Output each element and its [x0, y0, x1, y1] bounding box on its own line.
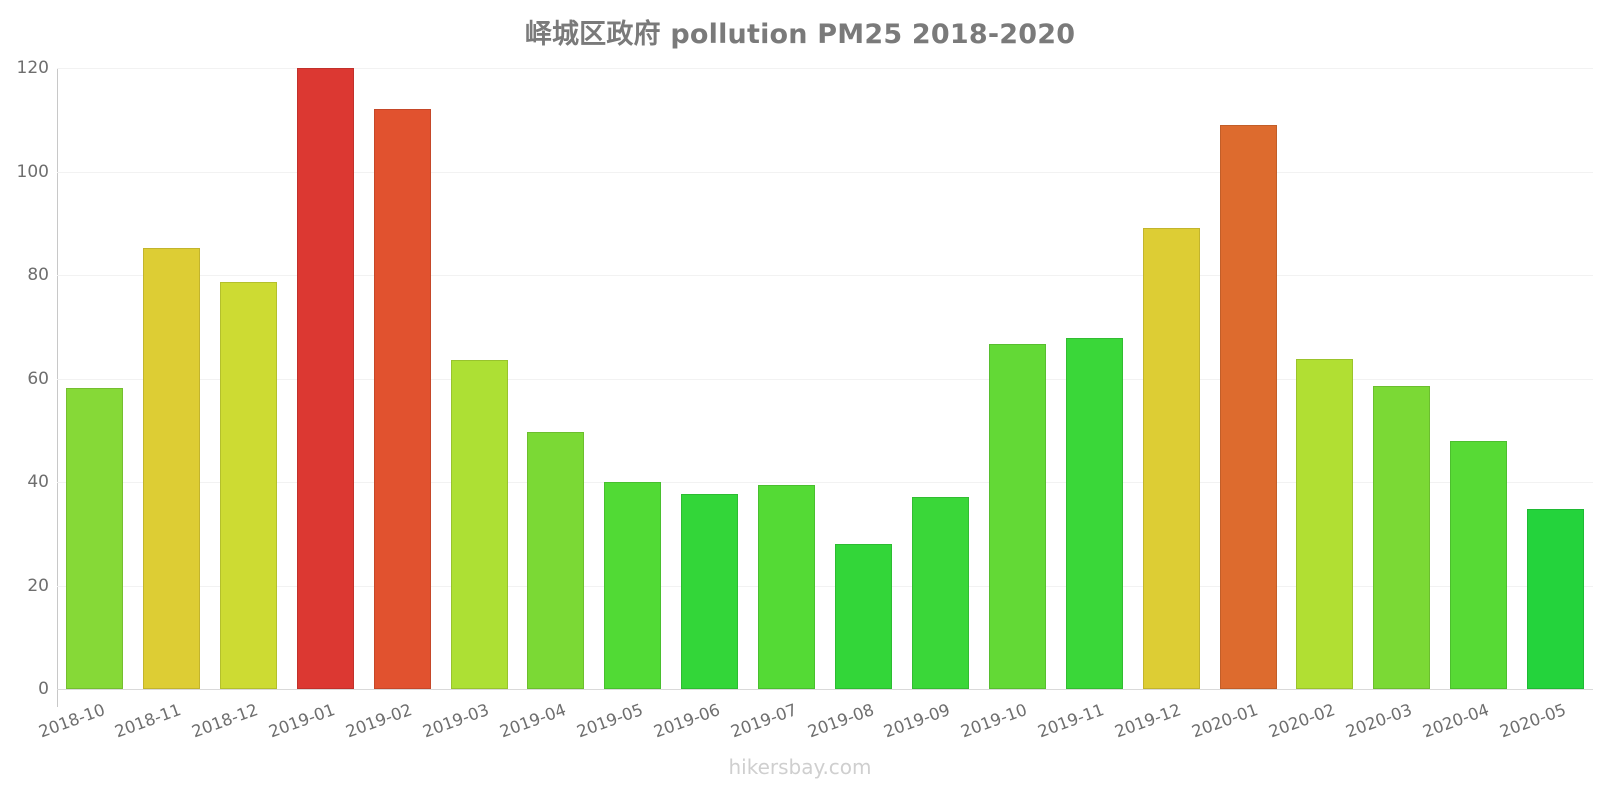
gridline-100	[57, 171, 1593, 173]
x-tick-label: 2020-04	[1419, 700, 1492, 742]
bar-2019-06[interactable]	[681, 494, 739, 689]
x-tick-label: 2020-01	[1189, 700, 1261, 742]
bar-2019-05[interactable]	[604, 482, 662, 689]
gridline-0	[57, 689, 1593, 690]
x-tick-label: 2019-10	[958, 700, 1030, 742]
gridline-120	[57, 68, 1593, 69]
bar-2019-02[interactable]	[373, 109, 431, 689]
bar-2019-08[interactable]	[835, 544, 892, 689]
bar-2019-09[interactable]	[911, 497, 969, 689]
y-axis-labels: 0 20 40 60 80 100 120	[0, 0, 49, 800]
bar-2019-11[interactable]	[1065, 338, 1123, 689]
x-tick-label: 2019-03	[420, 700, 492, 742]
gridline-60	[57, 378, 1593, 380]
bar-2020-03[interactable]	[1373, 386, 1431, 689]
x-tick-label: 2020-05	[1496, 700, 1569, 742]
x-tick-label: 2018-12	[189, 700, 261, 742]
x-tick-label: 2019-05	[574, 700, 646, 742]
x-tick-label: 2019-12	[1112, 700, 1184, 742]
bar-2019-03[interactable]	[450, 360, 508, 689]
x-tick-label: 2020-03	[1343, 700, 1415, 742]
y-tick-label: 40	[27, 472, 49, 492]
bar-2018-12[interactable]	[219, 281, 277, 689]
chart-title: 峄城区政府 pollution PM25 2018-2020	[524, 19, 1076, 50]
x-tick-label: 2019-09	[881, 700, 953, 742]
gridline-80	[57, 275, 1593, 276]
y-tick-label: 20	[27, 575, 49, 596]
y-tick-label: 60	[27, 368, 49, 389]
bar-2018-10[interactable]	[66, 388, 123, 689]
bar-2020-02[interactable]	[1296, 359, 1354, 689]
watermark: hikersbay.com	[728, 755, 872, 779]
y-tick-label: 0	[38, 679, 49, 699]
x-tick-label: 2020-02	[1266, 700, 1338, 742]
x-tick-label: 2019-06	[650, 700, 723, 742]
y-tick-label: 120	[16, 58, 49, 78]
x-tick-label: 2019-04	[497, 700, 569, 742]
x-tick-label: 2019-02	[343, 700, 415, 742]
bar-2019-10[interactable]	[988, 344, 1046, 689]
y-tick-label: 100	[16, 161, 49, 182]
gridline-20	[57, 585, 1593, 587]
bar-2020-01[interactable]	[1219, 124, 1277, 689]
bar-2019-04[interactable]	[527, 431, 585, 689]
x-tick-label: 2019-11	[1035, 700, 1107, 742]
bar-2018-11[interactable]	[142, 247, 200, 689]
bar-2019-12[interactable]	[1142, 228, 1200, 689]
y-tick-label: 80	[27, 265, 49, 285]
x-tick-label: 2019-01	[266, 700, 338, 742]
bar-2019-01[interactable]	[296, 68, 354, 689]
x-tick-label: 2018-10	[35, 700, 107, 742]
bar-2020-05[interactable]	[1527, 508, 1585, 689]
y-axis-origin-tick	[57, 689, 58, 707]
plot-area	[57, 68, 1593, 690]
bar-2019-07[interactable]	[758, 485, 816, 689]
gridline-40	[57, 482, 1593, 483]
x-tick-label: 2019-08	[804, 700, 876, 742]
x-tick-label: 2019-07	[727, 700, 800, 742]
x-tick-label: 2018-11	[112, 700, 184, 742]
bar-2020-04[interactable]	[1450, 440, 1508, 689]
